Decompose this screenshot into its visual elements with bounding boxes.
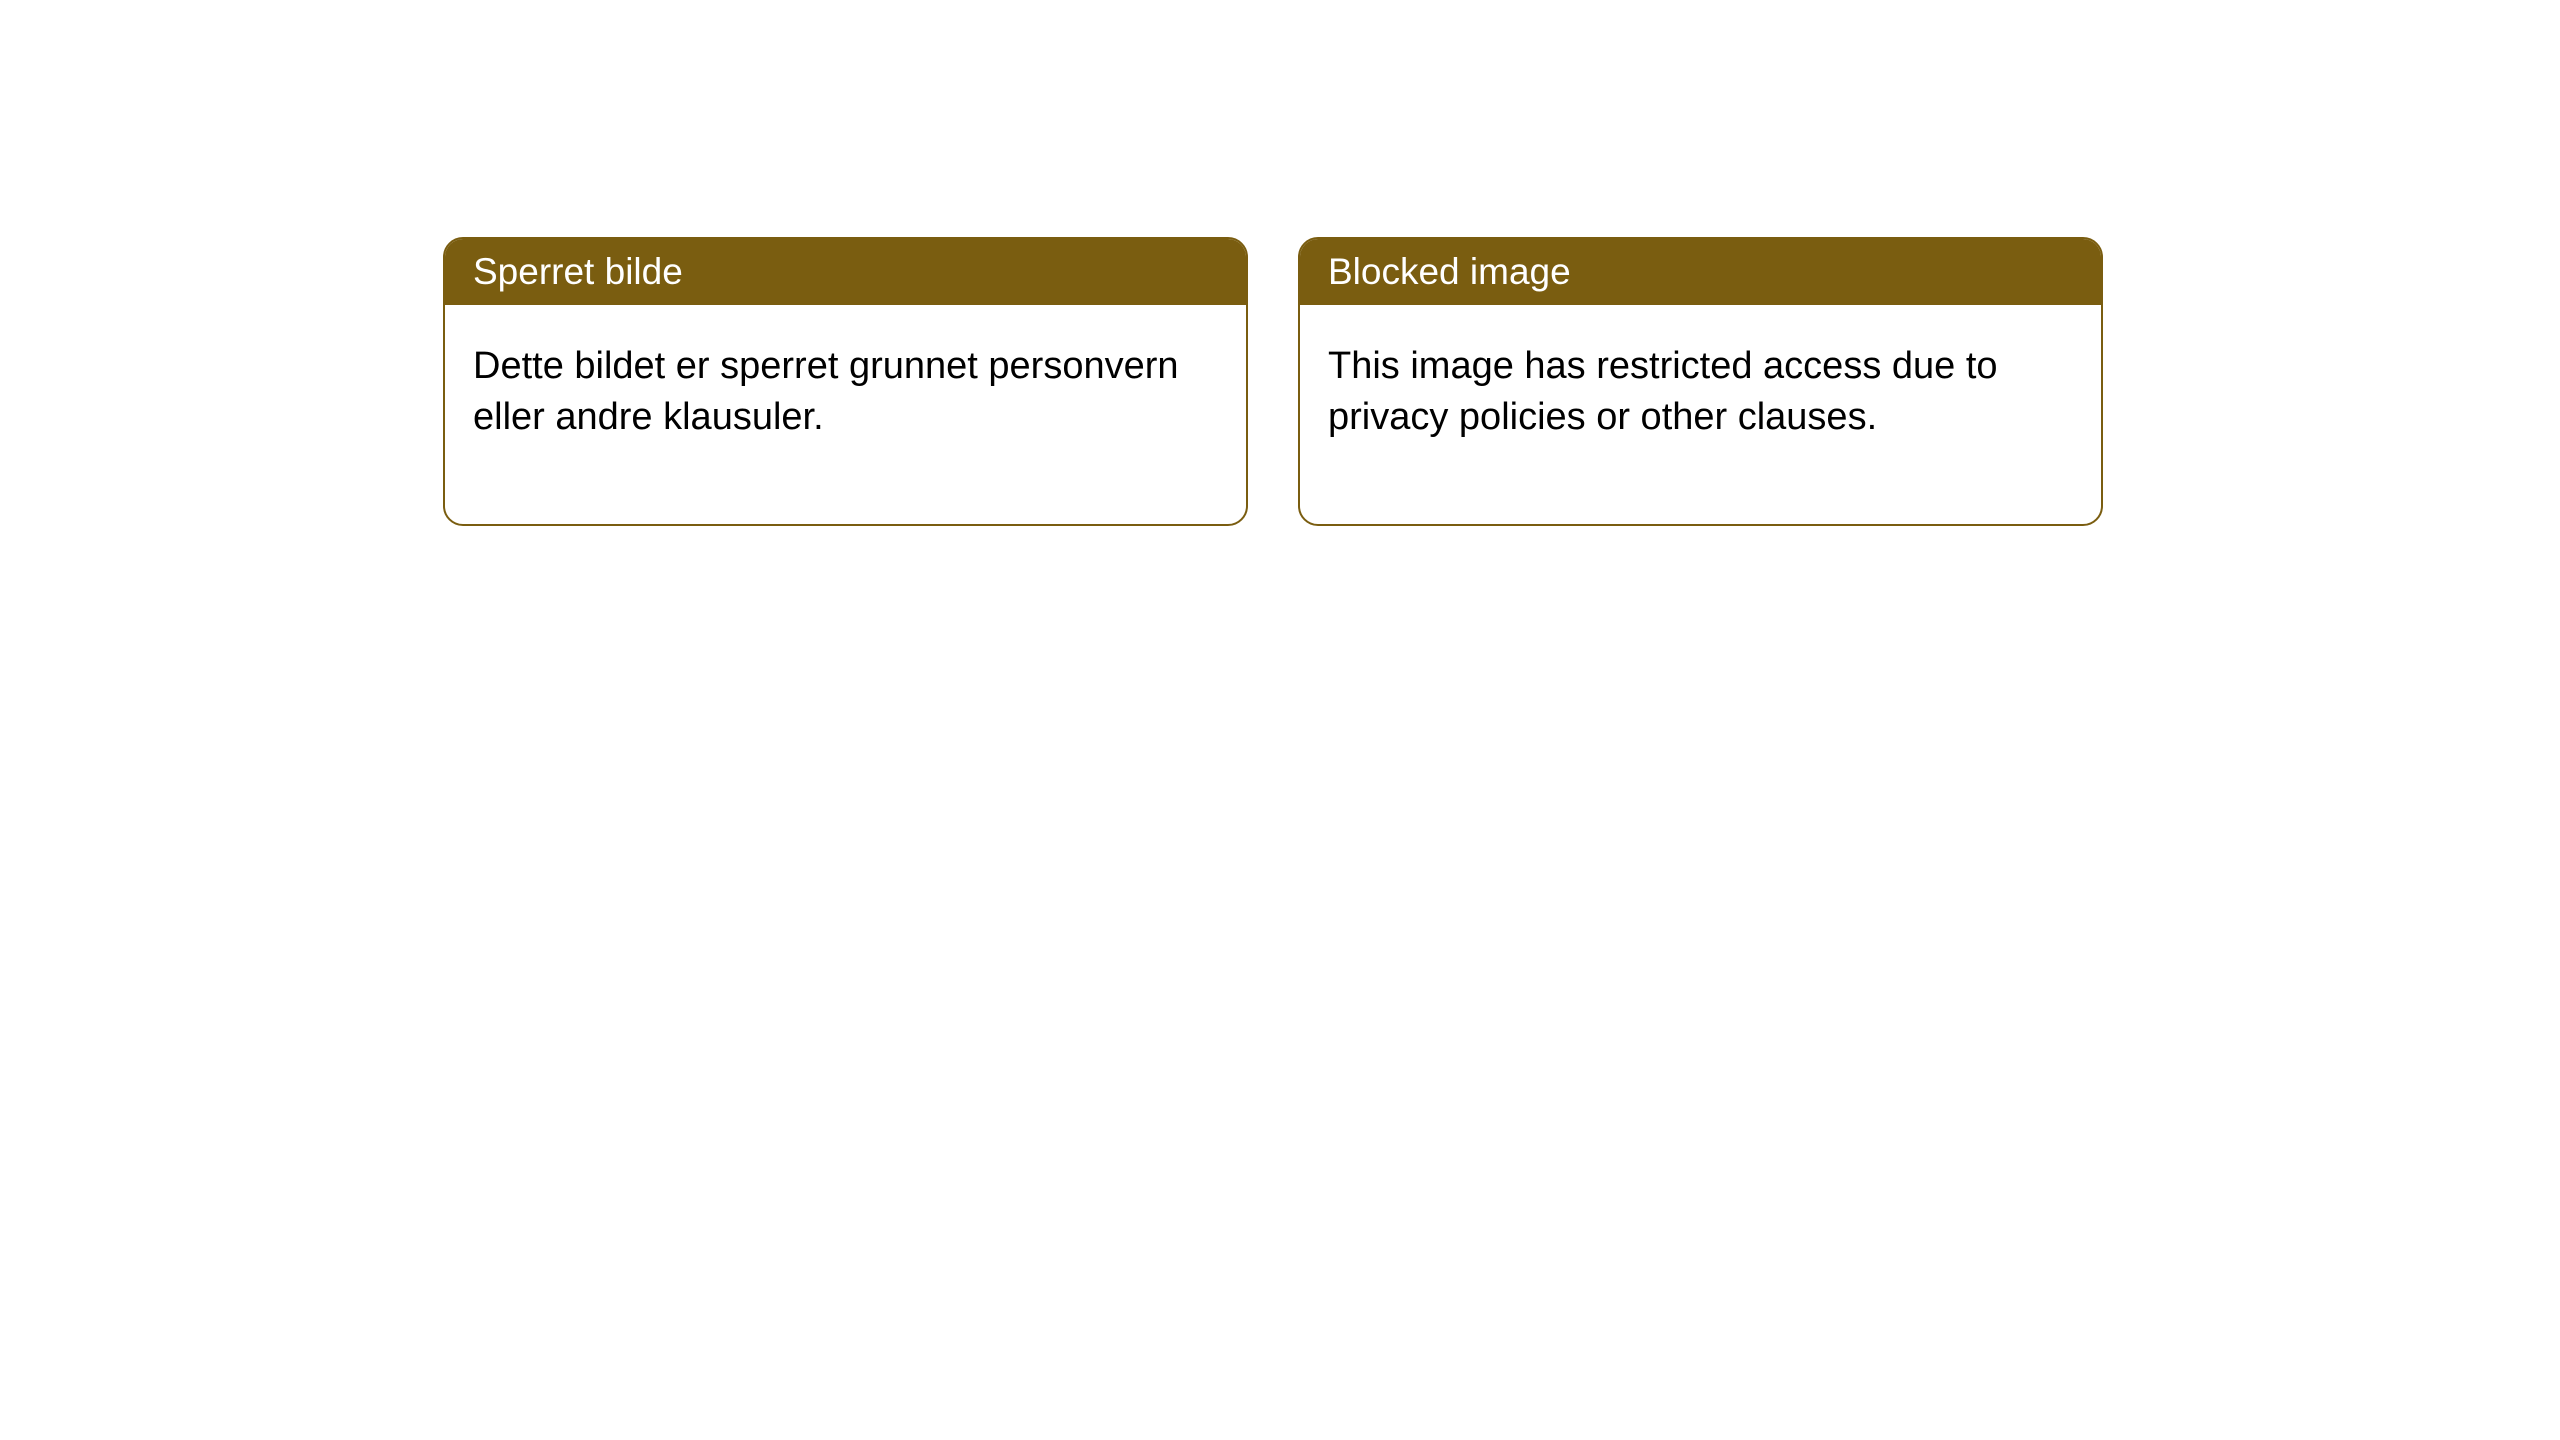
- notice-cards-container: Sperret bilde Dette bildet er sperret gr…: [443, 237, 2560, 526]
- notice-card-norwegian: Sperret bilde Dette bildet er sperret gr…: [443, 237, 1248, 526]
- notice-card-title: Blocked image: [1300, 239, 2101, 305]
- notice-card-body: Dette bildet er sperret grunnet personve…: [445, 305, 1246, 524]
- notice-card-title: Sperret bilde: [445, 239, 1246, 305]
- notice-card-body: This image has restricted access due to …: [1300, 305, 2101, 524]
- notice-card-english: Blocked image This image has restricted …: [1298, 237, 2103, 526]
